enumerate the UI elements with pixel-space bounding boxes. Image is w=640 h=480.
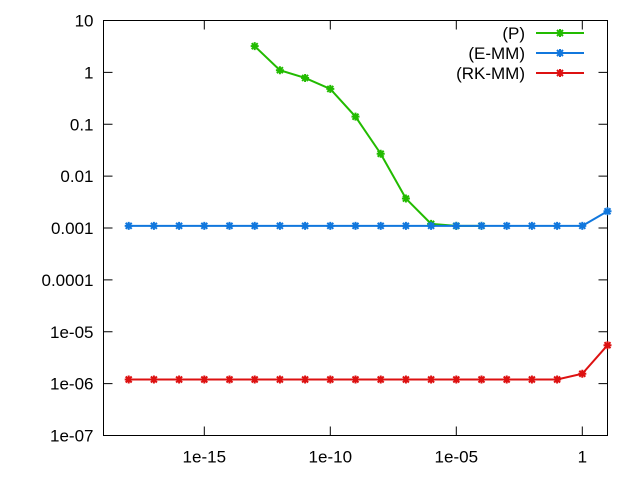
y-tick-label: 10 [75,12,94,31]
data-point [452,221,461,230]
legend-entry: (P) [502,24,584,43]
data-point [578,369,587,378]
y-tick-label: 0.0001 [42,271,94,290]
data-point [326,375,335,384]
x-tick-label: 1e-05 [435,448,478,467]
data-point [301,73,310,82]
data-point [200,221,209,230]
data-point [477,221,486,230]
data-point [502,375,511,384]
x-tick-label: 1e-15 [183,448,226,467]
y-tick-label: 1e-05 [50,323,93,342]
data-point [401,194,410,203]
data-point [603,341,612,350]
series-e-mm [124,207,612,230]
y-tick-label: 0.001 [51,219,94,238]
y-tick-label: 1 [84,63,93,82]
data-point [427,221,436,230]
data-point [250,221,259,230]
legend-entry: (RK-MM) [456,64,584,83]
data-point [502,221,511,230]
data-point [326,221,335,230]
data-point [149,221,158,230]
data-point [376,149,385,158]
data-point [603,207,612,216]
data-point [275,66,284,75]
data-point [527,375,536,384]
data-point [351,375,360,384]
data-point [401,375,410,384]
data-point [527,221,536,230]
data-point [452,375,461,384]
x-tick-label: 1 [578,448,587,467]
data-point [250,42,259,51]
data-point [124,375,133,384]
data-point [225,221,234,230]
series-rk-mm [124,341,612,384]
data-point [275,375,284,384]
data-point [326,84,335,93]
legend-entry: (E-MM) [468,44,584,63]
data-point [553,375,562,384]
series-p [250,42,486,230]
legend-marker [556,69,564,77]
legend-label: (RK-MM) [456,64,525,83]
data-point [175,221,184,230]
legend: (P)(E-MM)(RK-MM) [456,24,584,83]
data-point [275,221,284,230]
data-point [124,221,133,230]
legend-marker [556,29,564,37]
data-point [351,221,360,230]
y-tick-label: 1e-07 [50,427,93,446]
series-layer [124,42,612,384]
data-point [477,375,486,384]
legend-label: (P) [502,24,525,43]
data-point [376,221,385,230]
series-line [128,210,609,227]
axis-ticks [103,20,608,436]
series-line [254,45,482,227]
data-point [175,375,184,384]
data-point [578,221,587,230]
series-line [128,344,609,381]
data-point [225,375,234,384]
data-point [200,375,209,384]
data-point [351,112,360,121]
legend-label: (E-MM) [468,44,525,63]
data-point [301,221,310,230]
y-tick-label: 0.1 [70,115,94,134]
data-point [149,375,158,384]
data-point [301,375,310,384]
legend-marker [556,49,564,57]
y-tick-label: 1e-06 [50,375,93,394]
axis-tick-labels: 10 1 0.1 0.01 0.001 0.0001 1e-05 1e-06 1e-07 1e-1… [42,12,588,467]
data-point [250,375,259,384]
data-point [376,375,385,384]
data-point [401,221,410,230]
y-tick-label: 0.01 [60,167,93,186]
data-point [553,221,562,230]
data-point [427,375,436,384]
x-tick-label: 1e-10 [309,448,352,467]
